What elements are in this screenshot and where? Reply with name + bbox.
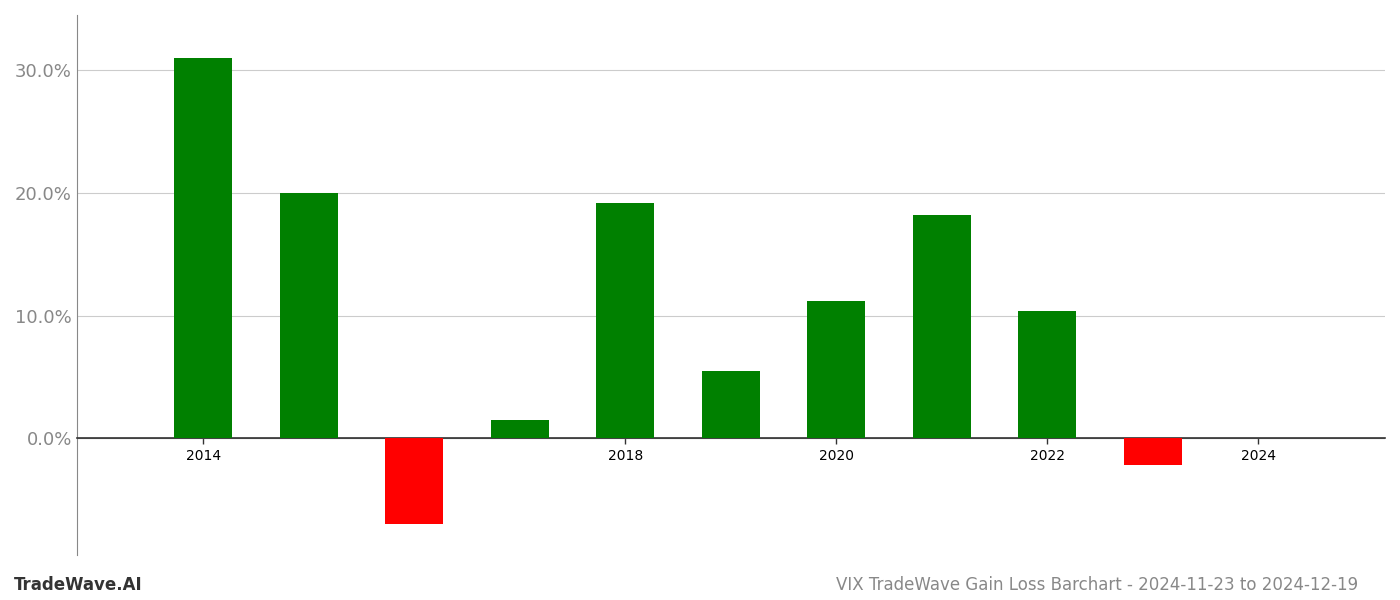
Bar — [913, 215, 970, 439]
Bar — [1124, 439, 1182, 466]
Bar — [280, 193, 337, 439]
Bar — [491, 420, 549, 439]
Text: VIX TradeWave Gain Loss Barchart - 2024-11-23 to 2024-12-19: VIX TradeWave Gain Loss Barchart - 2024-… — [836, 576, 1358, 594]
Bar — [175, 58, 232, 439]
Bar — [701, 371, 760, 439]
Bar — [808, 301, 865, 439]
Bar — [596, 203, 654, 439]
Bar — [385, 439, 444, 524]
Text: TradeWave.AI: TradeWave.AI — [14, 576, 143, 594]
Bar — [1018, 311, 1077, 439]
